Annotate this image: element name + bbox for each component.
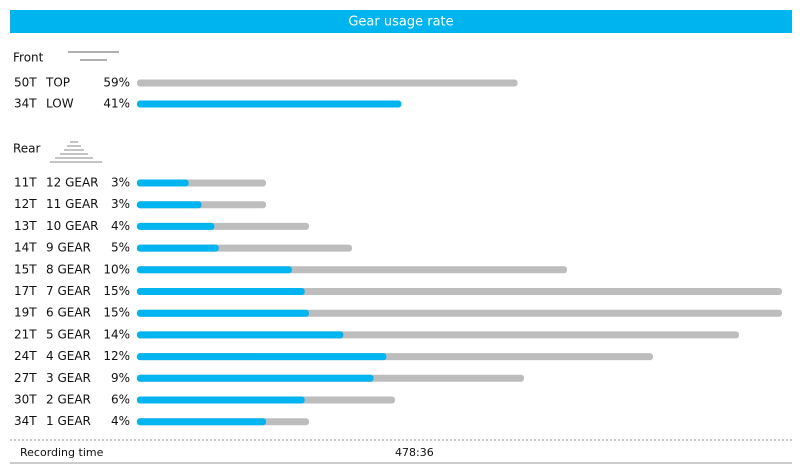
percent: 6%	[111, 393, 130, 407]
teeth: 19T	[14, 306, 37, 320]
gear: LOW	[46, 97, 74, 111]
usage-bar	[137, 79, 518, 87]
percent: 10%	[103, 262, 130, 276]
section-label: Rear	[13, 142, 41, 156]
low-share-bar	[137, 353, 387, 361]
low-share-bar	[137, 418, 266, 426]
teeth: 50T	[14, 76, 37, 90]
gear: 3 GEAR	[46, 371, 91, 385]
teeth: 34T	[14, 414, 37, 428]
gear: 12 GEAR	[46, 176, 99, 190]
title-bar	[10, 10, 792, 33]
percent: 12%	[103, 349, 130, 363]
teeth: 15T	[14, 262, 37, 276]
teeth: 27T	[14, 371, 37, 385]
teeth: 21T	[14, 327, 37, 341]
front-icon	[68, 51, 119, 61]
usage-bar	[137, 100, 402, 108]
percent: 59%	[103, 76, 130, 90]
low-share-bar	[137, 309, 309, 317]
low-share-bar	[137, 244, 219, 252]
teeth: 17T	[14, 284, 37, 298]
low-share-bar	[137, 266, 292, 274]
teeth: 14T	[14, 241, 37, 255]
low-share-bar	[137, 288, 305, 295]
gear: 10 GEAR	[46, 219, 99, 233]
gear: 7 GEAR	[46, 284, 91, 298]
gear: 4 GEAR	[46, 349, 91, 363]
low-share-bar	[137, 201, 202, 209]
percent: 3%	[111, 176, 130, 190]
percent: 9%	[111, 371, 130, 385]
percent: 15%	[103, 284, 130, 298]
teeth: 12T	[14, 197, 37, 211]
teeth: 11T	[14, 176, 37, 190]
percent: 4%	[111, 414, 130, 428]
percent: 15%	[103, 306, 130, 320]
percent: 5%	[111, 241, 130, 255]
low-share-bar	[137, 222, 215, 230]
low-share-bar	[137, 179, 189, 187]
footer-value: 478:36	[395, 446, 434, 459]
gear: TOP	[45, 76, 70, 90]
gear: 9 GEAR	[46, 241, 91, 255]
footer-label: Recording time	[20, 446, 104, 459]
percent: 4%	[111, 219, 130, 233]
teeth: 24T	[14, 349, 37, 363]
gear: 6 GEAR	[46, 306, 91, 320]
low-share-bar	[137, 374, 374, 382]
low-share-bar	[137, 396, 305, 404]
gear: 11 GEAR	[46, 197, 99, 211]
gear: 1 GEAR	[46, 414, 91, 428]
gear: 5 GEAR	[46, 327, 91, 341]
gear: 2 GEAR	[46, 393, 91, 407]
teeth: 30T	[14, 393, 37, 407]
teeth: 13T	[14, 219, 37, 233]
rear-icon	[50, 141, 102, 163]
percent: 41%	[103, 97, 130, 111]
teeth: 34T	[14, 97, 37, 111]
low-share-bar	[137, 331, 344, 339]
percent: 3%	[111, 197, 130, 211]
section-label: Front	[13, 51, 44, 65]
gear: 8 GEAR	[46, 262, 91, 276]
percent: 14%	[103, 327, 130, 341]
title: Gear usage rate	[348, 15, 453, 30]
